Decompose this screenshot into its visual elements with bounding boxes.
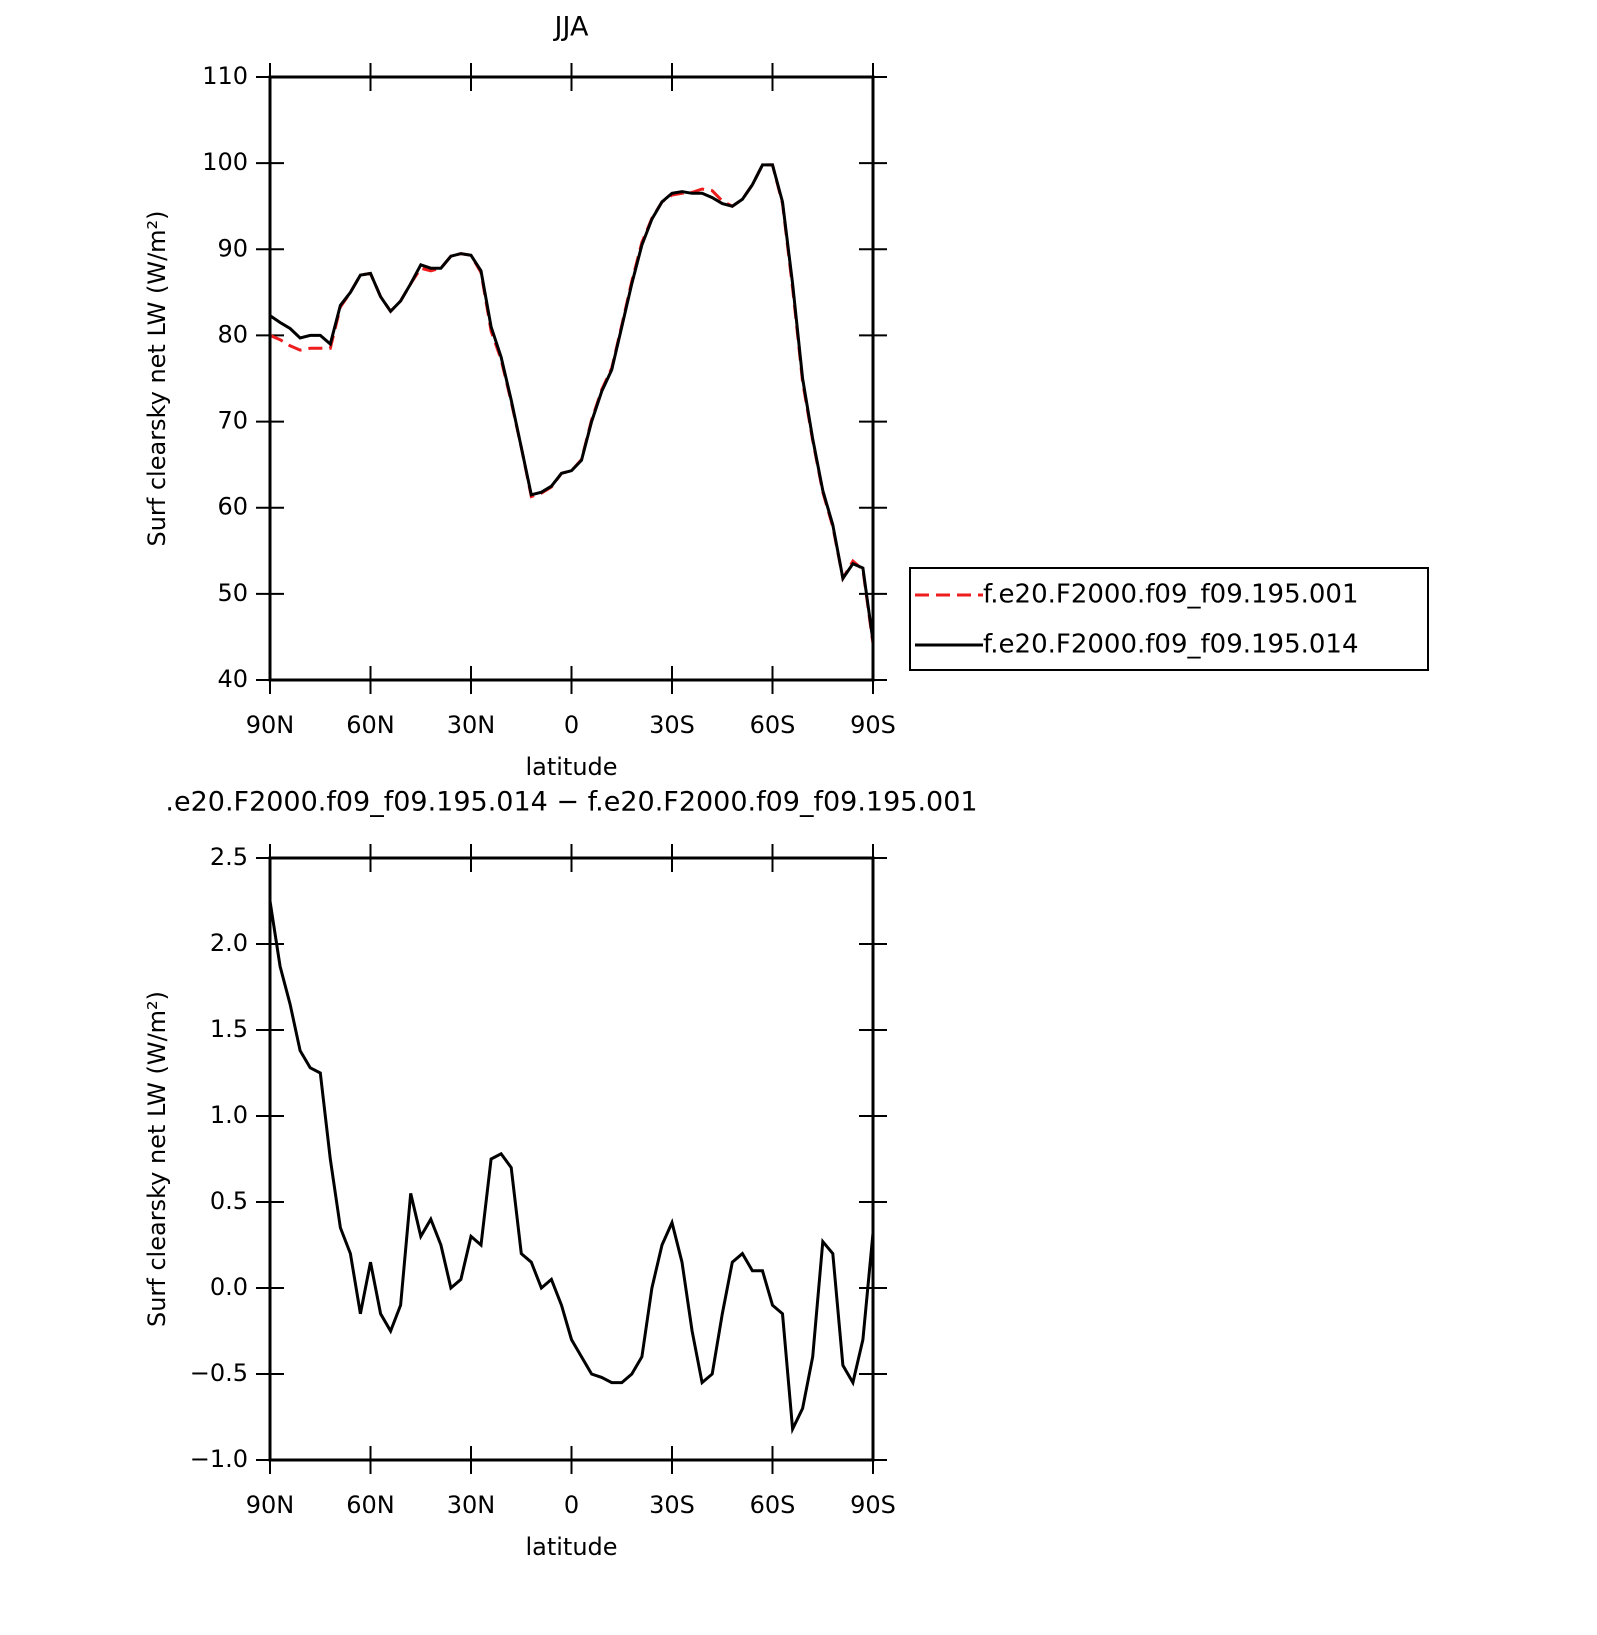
y-tick-label: 2.0 <box>210 929 248 957</box>
legend-label: f.e20.F2000.f09_f09.195.014 <box>983 630 1359 660</box>
x-tick-label: 60S <box>750 711 796 739</box>
x-tick-label: 90S <box>850 711 896 739</box>
x-tick-label: 0 <box>564 1491 579 1519</box>
legend-box <box>909 567 1429 671</box>
y-tick-label: 1.0 <box>210 1101 248 1129</box>
x-axis-label: latitude <box>525 1533 617 1561</box>
y-axis-label: Surf clearsky net LW (W/m²) <box>143 991 171 1327</box>
y-tick-label: 2.5 <box>210 843 248 871</box>
y-tick-label: 100 <box>202 148 248 176</box>
y-tick-label: 90 <box>217 234 248 262</box>
plot-frame <box>268 75 875 682</box>
plot-frame <box>268 856 875 1462</box>
y-tick-label: 0.0 <box>210 1273 248 1301</box>
chart-title: JJA <box>553 12 589 43</box>
series-line <box>269 163 875 642</box>
y-tick-label: 80 <box>217 320 248 348</box>
x-tick-label: 60S <box>750 1491 796 1519</box>
x-tick-label: 60N <box>346 1491 395 1519</box>
x-tick-label: 90S <box>850 1491 896 1519</box>
y-tick-label: 60 <box>217 493 248 521</box>
x-tick-label: 30N <box>447 711 496 739</box>
y-tick-label: −0.5 <box>190 1359 248 1387</box>
y-tick-label: 50 <box>217 579 248 607</box>
y-tick-label: 40 <box>217 665 248 693</box>
x-tick-label: 60N <box>346 711 395 739</box>
series-line <box>269 163 875 645</box>
x-tick-label: 30S <box>649 711 695 739</box>
y-tick-label: 70 <box>217 407 248 435</box>
y-tick-label: 0.5 <box>210 1187 248 1215</box>
y-tick-label: 1.5 <box>210 1015 248 1043</box>
y-tick-label: 110 <box>202 62 248 90</box>
x-tick-label: 90N <box>246 1491 295 1519</box>
chart-title: .e20.F2000.f09_f09.195.014 − f.e20.F2000… <box>165 787 977 818</box>
x-tick-label: 30S <box>649 1491 695 1519</box>
x-tick-label: 30N <box>447 1491 496 1519</box>
y-tick-label: −1.0 <box>190 1445 248 1473</box>
series-line <box>268 900 875 1435</box>
x-axis-label: latitude <box>525 753 617 781</box>
x-tick-label: 90N <box>246 711 295 739</box>
legend-label: f.e20.F2000.f09_f09.195.001 <box>983 580 1359 610</box>
x-tick-label: 0 <box>564 711 579 739</box>
y-axis-label: Surf clearsky net LW (W/m²) <box>143 210 171 546</box>
